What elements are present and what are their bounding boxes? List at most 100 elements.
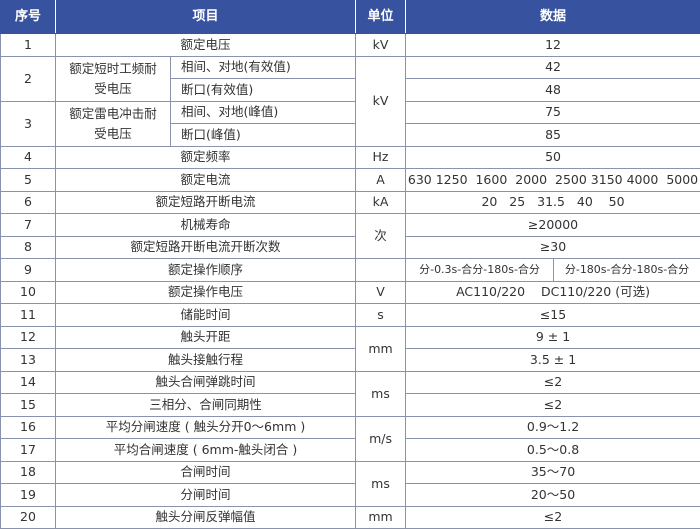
header-data: 数据 [406,1,700,34]
row-unit: Hz [356,146,406,169]
row-data: 20～50 [406,484,700,507]
table-row: 20 触头分闸反弹幅值 mm ≤2 [1,506,700,529]
row-data: AC110/220 DC110/220 (可选) [406,281,700,304]
row-unit: A [356,169,406,192]
header-item: 项目 [56,1,356,34]
table-row: 17 平均合闸速度 ( 6mm-触头闭合 ) 0.5～0.8 [1,439,700,462]
table-row: 1 额定电压 kV 12 [1,34,700,57]
row-no: 13 [1,349,56,372]
row-data: ≤2 [406,394,700,417]
row-item: 触头合闸弹跳时间 [56,371,356,394]
row-item: 额定频率 [56,146,356,169]
table-row: 4 额定频率 Hz 50 [1,146,700,169]
table-row: 7 机械寿命 次 ≥20000 [1,214,700,237]
row-item: 额定操作顺序 [56,259,356,282]
row-no: 16 [1,416,56,439]
row-unit: mm [356,326,406,371]
row-no: 19 [1,484,56,507]
row-data: 0.5～0.8 [406,439,700,462]
table-row: 14 触头合闸弹跳时间 ms ≤2 [1,371,700,394]
row-item: 三相分、合闸同期性 [56,394,356,417]
table-row: 15 三相分、合闸同期性 ≤2 [1,394,700,417]
table-row: 10 额定操作电压 V AC110/220 DC110/220 (可选) [1,281,700,304]
row-item: 触头接触行程 [56,349,356,372]
row-data: 9 ± 1 [406,326,700,349]
row-data: ≥20000 [406,214,700,237]
row-unit: 次 [356,214,406,259]
row-data: 630 1250 1600 2000 2500 3150 4000 5000 [406,169,700,192]
table-row: 3 额定雷电冲击耐受电压 相间、对地(峰值) 75 [1,101,700,124]
table-row: 11 储能时间 s ≤15 [1,304,700,327]
row-data: ≤2 [406,371,700,394]
row-data: ≤2 [406,506,700,529]
row-item: 触头开距 [56,326,356,349]
row-unit: kV [356,56,406,146]
row-unit: V [356,281,406,304]
row-no: 4 [1,146,56,169]
row-item: 平均合闸速度 ( 6mm-触头闭合 ) [56,439,356,462]
row-unit [356,259,406,282]
row-no: 12 [1,326,56,349]
row-data: ≤15 [406,304,700,327]
row-no: 7 [1,214,56,237]
row-no: 18 [1,461,56,484]
row-data: 75 [406,101,700,124]
row-data: 分-180s-合分-180s-合分 [554,259,700,282]
row-item: 额定雷电冲击耐受电压 [56,101,171,146]
row-item: 额定电压 [56,34,356,57]
row-unit: kA [356,191,406,214]
row-no: 10 [1,281,56,304]
table-row: 12 触头开距 mm 9 ± 1 [1,326,700,349]
row-unit: s [356,304,406,327]
table-row: 5 额定电流 A 630 1250 1600 2000 2500 3150 40… [1,169,700,192]
row-unit: m/s [356,416,406,461]
row-no: 8 [1,236,56,259]
row-unit: ms [356,371,406,416]
row-item: 平均分闸速度 ( 触头分开0～6mm ) [56,416,356,439]
table-row: 9 额定操作顺序 分-0.3s-合分-180s-合分 分-180s-合分-180… [1,259,700,282]
row-item: 额定短时工频耐受电压 [56,56,171,101]
row-unit: ms [356,461,406,506]
row-no: 2 [1,56,56,101]
row-subitem: 断口(峰值) [171,124,356,147]
row-no: 15 [1,394,56,417]
row-data: 48 [406,79,700,102]
row-no: 14 [1,371,56,394]
table-row: 19 分闸时间 20～50 [1,484,700,507]
row-item: 储能时间 [56,304,356,327]
row-data: 42 [406,56,700,79]
table-row: 8 额定短路开断电流开断次数 ≥30 [1,236,700,259]
table-row: 18 合闸时间 ms 35～70 [1,461,700,484]
row-item: 分闸时间 [56,484,356,507]
table-row: 6 额定短路开断电流 kA 20 25 31.5 40 50 [1,191,700,214]
row-data: 35～70 [406,461,700,484]
row-data: 85 [406,124,700,147]
row-data: 50 [406,146,700,169]
row-item: 合闸时间 [56,461,356,484]
row-no: 5 [1,169,56,192]
row-subitem: 相间、对地(有效值) [171,56,356,79]
header-no: 序号 [1,1,56,34]
header-unit: 单位 [356,1,406,34]
row-item: 机械寿命 [56,214,356,237]
row-item: 额定短路开断电流 [56,191,356,214]
row-data: 3.5 ± 1 [406,349,700,372]
row-no: 1 [1,34,56,57]
row-no: 20 [1,506,56,529]
row-item: 触头分闸反弹幅值 [56,506,356,529]
row-item: 额定操作电压 [56,281,356,304]
table-row: 16 平均分闸速度 ( 触头分开0～6mm ) m/s 0.9～1.2 [1,416,700,439]
row-no: 3 [1,101,56,146]
row-data: 12 [406,34,700,57]
row-subitem: 断口(有效值) [171,79,356,102]
row-unit: mm [356,506,406,529]
row-item: 额定电流 [56,169,356,192]
table-row: 2 额定短时工频耐受电压 相间、对地(有效值) kV 42 [1,56,700,79]
row-no: 9 [1,259,56,282]
row-item: 额定短路开断电流开断次数 [56,236,356,259]
row-data: ≥30 [406,236,700,259]
row-no: 6 [1,191,56,214]
row-no: 17 [1,439,56,462]
table-row: 13 触头接触行程 3.5 ± 1 [1,349,700,372]
